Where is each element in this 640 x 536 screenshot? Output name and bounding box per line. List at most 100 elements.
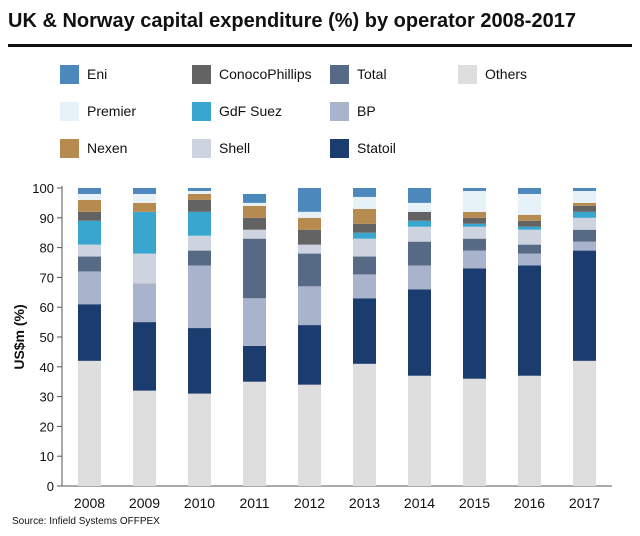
bar-segment-premier-2012 [298,211,321,218]
x-tick-label: 2008 [74,495,105,511]
legend-swatch [192,101,211,121]
bar-segment-bp-2009 [133,283,156,323]
legend-swatch [330,64,349,84]
bar-segment-bp-2015 [463,250,486,269]
y-tick-label: 80 [40,241,54,256]
bar-segment-nexen-2010 [188,193,211,200]
bar-segment-bp-2016 [518,253,541,266]
legend-swatch [330,101,349,121]
bar-segment-total-2014 [408,241,431,266]
bar-segment-premier-2008 [78,193,101,200]
legend-swatch [458,64,477,84]
legend-label: Premier [87,103,137,119]
bar-segment-bp-2010 [188,265,211,329]
bar-segment-statoil-2014 [408,289,431,376]
bar-segment-nexen-2012 [298,217,321,230]
x-tick-label: 2011 [239,495,269,511]
y-tick-label: 20 [40,419,54,434]
legend-label: Nexen [87,140,128,156]
bar-segment-gdf-suez-2009 [133,211,156,254]
bar-segment-others-2009 [133,390,156,486]
legend-item-total: Total [330,64,387,84]
bar-segment-bp-2013 [353,274,376,299]
bar-segment-conocophillips-2015 [463,217,486,224]
bar-segment-statoil-2011 [243,345,266,382]
bar-segment-shell-2011 [243,229,266,239]
y-axis-title: US$m (%) [11,304,27,369]
bar-segment-conocophillips-2012 [298,229,321,245]
bar-segment-others-2015 [463,378,486,486]
bar-segment-eni-2012 [298,188,321,212]
y-tick-label: 10 [40,449,54,464]
bar-segment-conocophillips-2008 [78,211,101,221]
x-tick-label: 2013 [349,495,380,511]
legend-swatch [60,138,79,158]
bar-segment-conocophillips-2014 [408,211,431,221]
x-tick-label: 2015 [459,495,490,511]
bar-segment-premier-2010 [188,190,211,194]
bar-segment-nexen-2008 [78,199,101,212]
legend-item-premier: Premier [60,101,136,121]
y-tick-label: 50 [40,330,54,345]
bar-segment-eni-2017 [573,188,596,191]
bar-segment-statoil-2009 [133,322,156,391]
bar-segment-statoil-2012 [298,325,321,385]
bar-segment-shell-2014 [408,226,431,242]
bar-segment-gdf-suez-2014 [408,220,431,227]
bar-segment-total-2011 [243,238,266,299]
y-tick-label: 40 [40,360,54,375]
bar-segment-shell-2012 [298,244,321,254]
legend-label: ConocoPhillips [219,66,312,82]
x-tick-label: 2014 [404,495,435,511]
bar-segment-shell-2009 [133,253,156,284]
y-tick-label: 30 [40,390,54,405]
bar-segment-statoil-2017 [573,250,596,361]
bar-segment-nexen-2009 [133,202,156,212]
x-tick-label: 2010 [184,495,215,511]
bar-segment-premier-2017 [573,190,596,203]
x-tick-label: 2016 [514,495,545,511]
bar-segment-premier-2014 [408,202,431,212]
bar-segment-eni-2009 [133,188,156,194]
bar-segment-others-2017 [573,360,596,486]
bar-segment-others-2008 [78,360,101,486]
bar-segment-nexen-2017 [573,202,596,206]
x-tick-label: 2012 [294,495,325,511]
bar-segment-total-2010 [188,250,211,266]
legend-item-others: Others [458,64,527,84]
bar-segment-conocophillips-2011 [243,217,266,230]
bar-segment-eni-2013 [353,188,376,197]
legend-swatch [60,101,79,121]
bar-segment-shell-2016 [518,229,541,245]
legend-swatch [60,64,79,84]
bar-segment-conocophillips-2013 [353,223,376,233]
x-tick-label: 2017 [569,495,600,511]
bar-segment-others-2010 [188,393,211,486]
legend-item-eni: Eni [60,64,107,84]
legend-item-statoil: Statoil [330,138,396,158]
bar-segment-premier-2015 [463,190,486,212]
bar-segment-statoil-2013 [353,298,376,364]
bar-segment-eni-2008 [78,188,101,194]
legend-label: Shell [219,140,251,156]
legend-label: Eni [87,66,108,82]
bar-segment-total-2008 [78,256,101,272]
bar-segment-shell-2010 [188,235,211,251]
legend-item-bp: BP [330,101,376,121]
bar-segment-nexen-2013 [353,208,376,224]
bar-segment-others-2016 [518,375,541,486]
legend-item-conocophillips: ConocoPhillips [192,64,312,84]
bar-segment-total-2017 [573,229,596,242]
y-tick-label: 60 [40,300,54,315]
chart-legend: Eni ConocoPhillips Total Others Premier GdF S… [0,0,640,170]
y-tick-label: 100 [32,181,54,196]
bar-segment-others-2013 [353,363,376,486]
bar-segment-nexen-2015 [463,211,486,218]
bar-segment-nexen-2016 [518,214,541,221]
legend-label: Statoil [357,140,396,156]
chart-title: UK & Norway capital expenditure (%) by o… [8,10,576,32]
legend-item-shell: Shell [192,138,250,158]
bar-segment-others-2011 [243,381,266,486]
legend-label: Others [485,66,528,82]
